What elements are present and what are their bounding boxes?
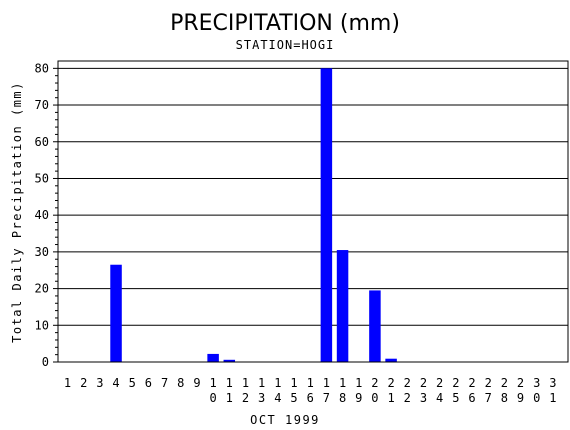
- bar-day-4: [110, 264, 122, 362]
- x-tick-labels: 1 2 3 4 5 6 7 8 9 1 01 11 21 31 41 51 61 71 81 92 02 12 22 32 42…: [64, 376, 557, 405]
- x-tick-label: 7: [161, 376, 168, 390]
- x-tick-label: 3: [96, 376, 103, 390]
- y-tick-label: 20: [35, 282, 49, 296]
- bar-day-18: [336, 250, 349, 362]
- y-tick-labels: 0 10 20 30 40 50 60 70 80: [35, 61, 49, 369]
- y-tick-label: 50: [35, 171, 49, 185]
- y-tick-label: 10: [35, 318, 49, 332]
- x-tick-label: 2: [80, 376, 87, 390]
- y-tick-label: 0: [42, 355, 49, 369]
- gridlines: [58, 67, 568, 326]
- bar-day-11: [223, 359, 236, 362]
- bar-day-21: [385, 358, 397, 362]
- plot-frame: [57, 60, 569, 363]
- bar-day-20: [369, 290, 381, 362]
- x-tick-label: 5: [129, 376, 136, 390]
- y-tick-label: 30: [35, 245, 49, 259]
- y-axis-label: Total Daily Precipitation (mm): [10, 81, 24, 343]
- x-tick-label: 9: [193, 376, 200, 390]
- y-tick-label: 80: [35, 61, 49, 75]
- bar-day-17: [320, 68, 333, 362]
- x-tick-label: 8: [177, 376, 184, 390]
- x-tick-label: 6: [145, 376, 152, 390]
- y-tick-label: 60: [35, 135, 49, 149]
- x-axis-label: OCT 1999: [250, 413, 320, 427]
- x-tick-label: 4: [112, 376, 119, 390]
- axes: [53, 60, 569, 363]
- bar-day-10: [207, 353, 219, 362]
- chart-subtitle: STATION=HOGI: [236, 38, 335, 52]
- chart-title: PRECIPITATION (mm): [170, 11, 400, 36]
- bars: [110, 68, 397, 362]
- y-tick-label: 70: [35, 98, 49, 112]
- x-tick-label: 1: [64, 376, 71, 390]
- y-tick-label: 40: [35, 208, 49, 222]
